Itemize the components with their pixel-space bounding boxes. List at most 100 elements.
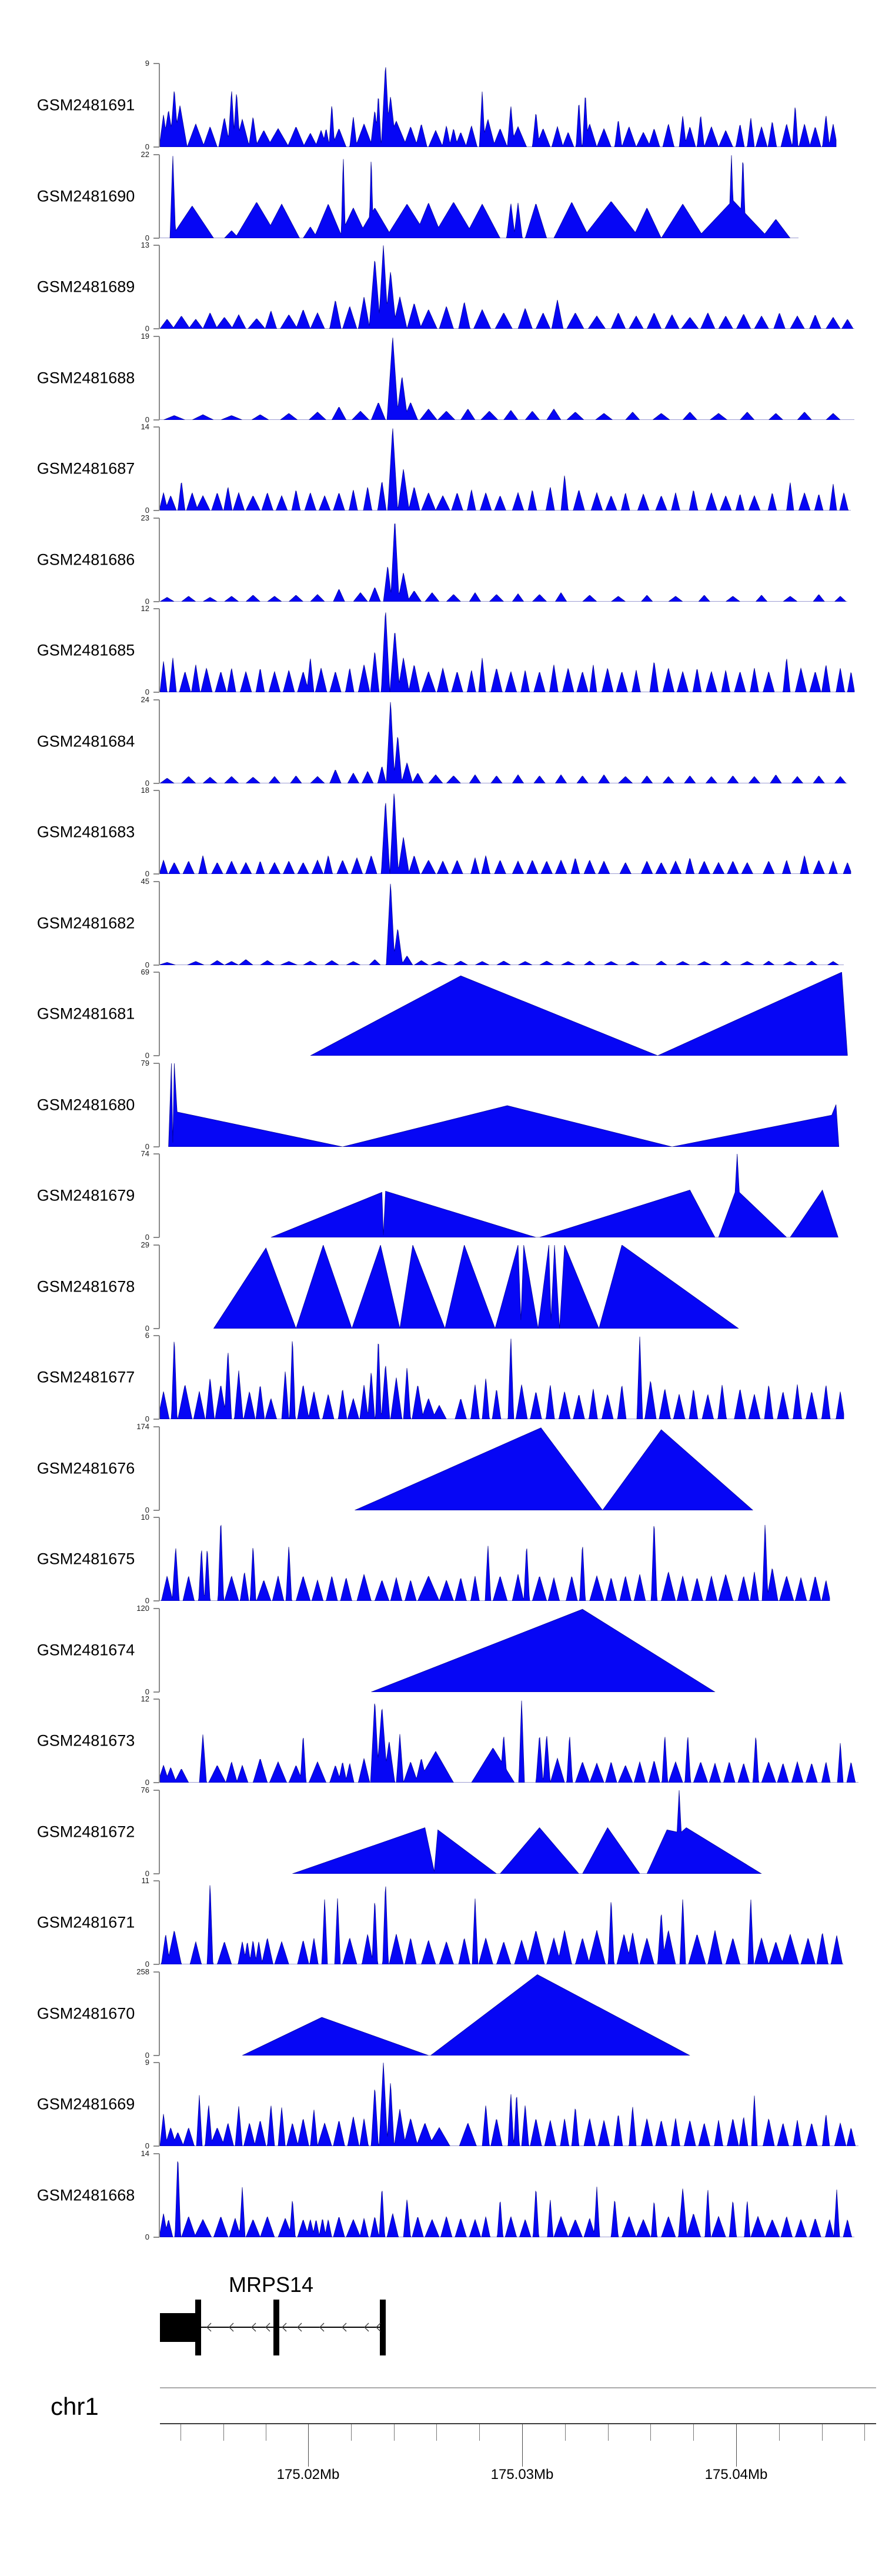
track-yaxis-bottom-tick [153, 1509, 159, 1511]
track-row: GSM2481686 23 0 [0, 513, 882, 605]
axis-major-tick [522, 2424, 523, 2467]
track-yaxis-line [159, 245, 160, 329]
track-yaxis-line [159, 336, 160, 420]
track-ymin-value: 0 [145, 2050, 149, 2060]
track-yaxis-line [159, 1971, 160, 2056]
signal-area-chart [160, 883, 844, 965]
track-yaxis-top-tick [153, 1880, 159, 1881]
track-yaxis-bottom-tick [153, 1782, 159, 1783]
track-ymax-value: 13 [141, 241, 149, 249]
track-ymin-value: 0 [145, 1596, 149, 1605]
track-yaxis-line [159, 2153, 160, 2237]
signal-area-chart [270, 1154, 838, 1237]
track-yaxis-line [159, 1790, 160, 1874]
track-row: GSM2481685 12 0 [0, 605, 882, 696]
track-label: GSM2481668 [36, 2186, 135, 2204]
axis-major-tick [736, 2424, 737, 2467]
track-ymax-value: 18 [141, 786, 149, 795]
track-yaxis-top-tick [153, 1517, 159, 1518]
axis-minor-tick [864, 2424, 865, 2441]
track-row: GSM2481684 24 0 [0, 695, 882, 787]
track-yaxis-top-tick [153, 1244, 159, 1246]
track-row: GSM2481677 6 0 [0, 1332, 882, 1423]
track-yaxis-top-tick [153, 154, 159, 155]
track-yaxis-line [159, 790, 160, 874]
track-yaxis-line [159, 1336, 160, 1419]
signal-polygon [160, 1524, 830, 1601]
track-yaxis-top-tick [153, 2062, 159, 2063]
signal-polygon [160, 337, 854, 420]
track-label: GSM2481670 [36, 2004, 135, 2022]
track-label: GSM2481681 [36, 1005, 135, 1023]
signal-area-chart [292, 1790, 762, 1874]
track-ymax-value: 10 [141, 1513, 149, 1521]
track-label: GSM2481690 [36, 187, 135, 205]
left-chevron-icon [376, 2323, 381, 2332]
axis-tick-label: 175.04Mb [704, 2467, 768, 2482]
signal-area-chart [160, 1700, 858, 1783]
track-row: GSM2481679 74 0 [0, 1150, 882, 1242]
track-yaxis-top-tick [153, 426, 159, 428]
signal-area-chart [160, 337, 854, 420]
track-row: GSM2481672 76 0 [0, 1786, 882, 1877]
signal-area-chart [242, 1974, 690, 2056]
signal-area-chart [160, 523, 847, 602]
track-yaxis-line [159, 2063, 160, 2146]
signal-polygon [310, 972, 848, 1056]
track-label: GSM2481685 [36, 641, 135, 659]
track-yaxis-bottom-tick [153, 237, 159, 239]
track-label: GSM2481672 [36, 1823, 135, 1840]
track-yaxis-line [159, 154, 160, 238]
track-ymax-value: 24 [141, 695, 149, 704]
track-row: GSM2481683 18 0 [0, 786, 882, 878]
signal-polygon [160, 1885, 844, 1964]
signal-polygon [355, 1427, 754, 1510]
track-yaxis-top-tick [153, 335, 159, 337]
signal-polygon [160, 67, 837, 147]
signal-polygon [371, 1609, 716, 1692]
axis-minor-tick [822, 2424, 823, 2441]
track-yaxis-top-tick [153, 790, 159, 791]
track-label: GSM2481673 [36, 1731, 135, 1750]
track-yaxis-line [159, 1517, 160, 1601]
gene-exon-bar [195, 2300, 201, 2355]
gene-exon-box [160, 2313, 199, 2342]
track-label: GSM2481680 [36, 1096, 135, 1113]
track-label: GSM2481678 [36, 1277, 135, 1295]
track-yaxis-line [159, 1699, 160, 1783]
signal-area-chart [160, 702, 847, 783]
track-yaxis-top-tick [153, 1607, 159, 1609]
track-label: GSM2481669 [36, 2095, 135, 2113]
axis-minor-tick [394, 2424, 395, 2441]
track-yaxis-bottom-tick [153, 964, 159, 966]
track-yaxis-bottom-tick [153, 510, 159, 511]
track-ymin-value: 0 [145, 2232, 149, 2241]
strand-direction-arrows [206, 2323, 381, 2332]
signal-area-chart [160, 245, 854, 329]
signal-polygon [160, 523, 847, 602]
track-row: GSM2481675 10 0 [0, 1513, 882, 1605]
track-label: GSM2481686 [36, 550, 135, 568]
signal-area-chart [355, 1427, 754, 1510]
track-ymax-value: 19 [141, 331, 149, 341]
axis-minor-tick [565, 2424, 566, 2441]
signal-area-chart [160, 612, 855, 692]
track-ymin-value: 0 [145, 1414, 149, 1423]
track-row: GSM2481676 174 0 [0, 1422, 882, 1514]
track-yaxis-top-tick [153, 63, 159, 64]
track-label: GSM2481677 [36, 1368, 135, 1386]
gene-exon-bar [380, 2300, 386, 2355]
signal-polygon [160, 612, 855, 692]
track-row: GSM2481688 19 0 [0, 332, 882, 423]
track-label: GSM2481684 [36, 732, 135, 750]
track-ymax-value: 79 [141, 1058, 149, 1067]
axis-minor-tick [608, 2424, 609, 2441]
track-yaxis-bottom-tick [153, 1419, 159, 1420]
signal-polygon [160, 245, 854, 329]
signal-polygon [292, 1790, 762, 1874]
track-yaxis-line [159, 427, 160, 510]
chromosome-label: chr1 [51, 2393, 99, 2420]
track-yaxis-line [159, 64, 160, 147]
axis-baseline [160, 2423, 876, 2424]
track-label: GSM2481682 [36, 914, 135, 932]
